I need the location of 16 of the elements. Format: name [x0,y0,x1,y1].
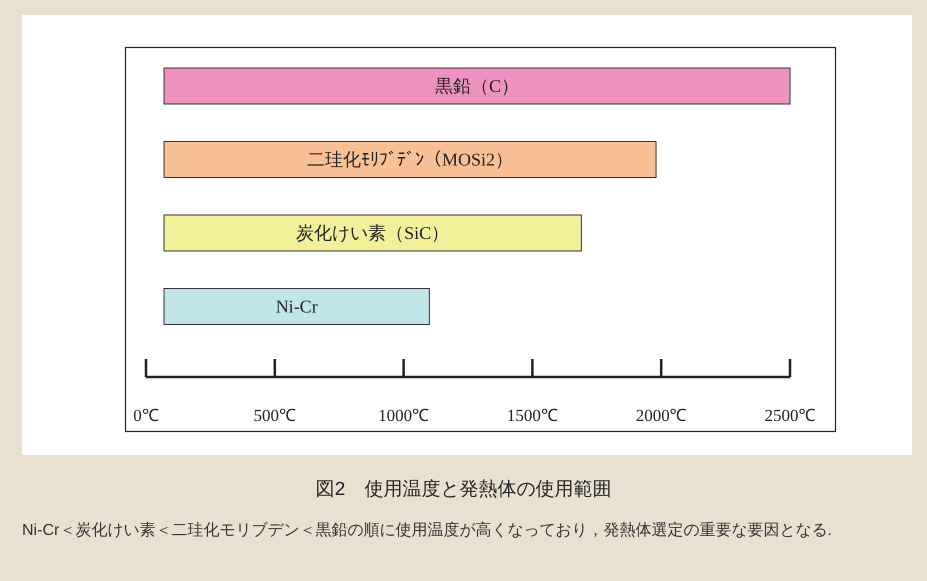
x-tick-label: 1000℃ [378,406,430,425]
text: Ni-Cr＜炭化けい素＜二珪化モリブデン＜黒鉛の順に使用温度が高くなっており，発熱体選定の重要な要因となる. [22,520,833,541]
x-tick-label: 500℃ [254,406,296,425]
x-tick-label: 1500℃ [506,406,558,425]
bar [164,141,657,178]
y-tick-label: 炭化けい素（SiC） [296,223,450,243]
y-tick-label: 黒鉛（C） [435,76,520,96]
bar [164,214,582,252]
y-tick-label: Ni-Cr [276,296,318,316]
x-tick-label: 2000℃ [636,406,687,425]
bar [164,68,790,104]
text: 図2 使用温度と発熱体の使用範囲 [314,478,612,502]
x-tick-label: 2500℃ [764,406,816,425]
bar [164,288,430,325]
y-tick-label: 二珪化ﾓﾘﾌﾞﾃﾞﾝ（MOSi2） [307,150,514,170]
x-tick-label: 0℃ [133,406,159,425]
